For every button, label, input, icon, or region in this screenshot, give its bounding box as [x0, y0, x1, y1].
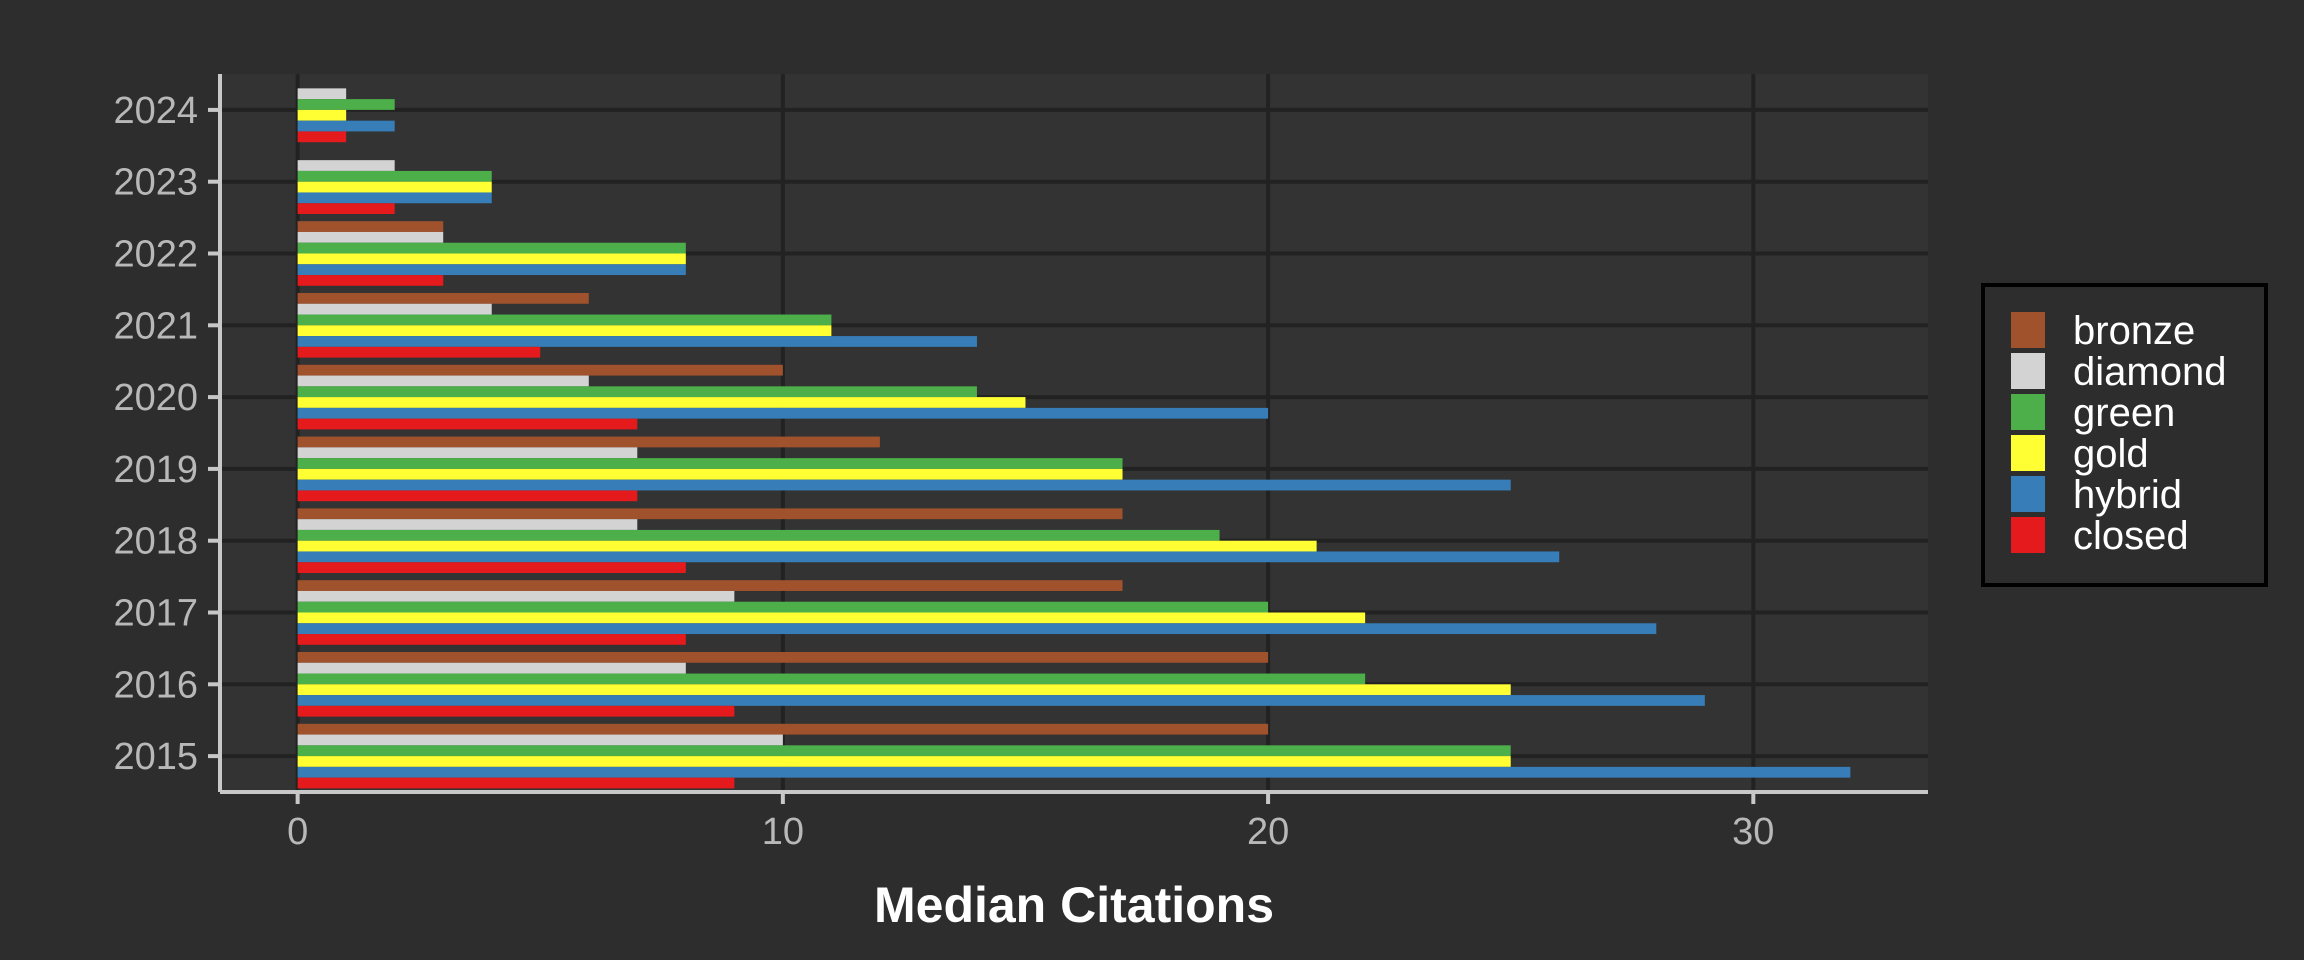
bar-hybrid-2021 [297, 336, 977, 347]
bar-gold-2022 [297, 253, 686, 265]
y-tick-label-2021: 2021 [113, 305, 198, 347]
bar-diamond-2015 [297, 734, 783, 746]
bar-green-2020 [297, 386, 977, 398]
x-tick-label-10: 10 [762, 811, 804, 853]
legend-label-green: green [2073, 391, 2175, 435]
bar-closed-2017 [297, 634, 686, 645]
y-tick-label-2019: 2019 [113, 449, 198, 491]
bar-closed-2024 [297, 131, 347, 143]
bar-gold-2019 [297, 468, 1123, 480]
bar-diamond-2021 [297, 303, 492, 315]
bar-hybrid-2015 [297, 766, 1851, 778]
bar-gold-2024 [297, 109, 347, 121]
bar-green-2022 [297, 242, 686, 254]
bar-gold-2020 [297, 397, 1026, 408]
bar-diamond-2016 [297, 662, 686, 674]
bar-green-2015 [297, 745, 1511, 757]
bar-bronze-2020 [297, 364, 783, 376]
bar-bronze-2015 [297, 723, 1269, 735]
bar-closed-2016 [297, 705, 735, 717]
bar-hybrid-2020 [297, 407, 1269, 419]
legend-label-diamond: diamond [2073, 350, 2226, 394]
bar-bronze-2021 [297, 292, 589, 304]
bar-closed-2018 [297, 562, 686, 574]
bar-hybrid-2016 [297, 695, 1705, 706]
bar-gold-2017 [297, 612, 1366, 624]
x-tick-label-20: 20 [1247, 811, 1289, 853]
y-tick-label-2024: 2024 [113, 90, 198, 132]
legend-label-gold: gold [2073, 432, 2149, 476]
bar-diamond-2019 [297, 447, 638, 459]
bar-closed-2019 [297, 490, 638, 502]
bar-hybrid-2023 [297, 192, 492, 204]
y-tick-label-2015: 2015 [113, 736, 198, 778]
y-tick-label-2023: 2023 [113, 162, 198, 204]
legend-label-closed: closed [2073, 514, 2189, 558]
legend-label-bronze: bronze [2073, 309, 2195, 353]
bar-bronze-2017 [297, 580, 1123, 591]
bar-hybrid-2022 [297, 264, 686, 276]
bar-bronze-2022 [297, 221, 444, 232]
legend-swatch-bronze [2011, 312, 2045, 348]
bar-green-2024 [297, 99, 395, 110]
bar-closed-2020 [297, 418, 638, 430]
bar-green-2021 [297, 314, 832, 326]
bar-closed-2021 [297, 346, 541, 358]
x-tick-label-30: 30 [1732, 811, 1774, 853]
bar-bronze-2019 [297, 436, 880, 448]
legend-swatch-diamond [2011, 353, 2045, 389]
bar-bronze-2018 [297, 508, 1123, 520]
bar-green-2017 [297, 601, 1269, 613]
y-tick-label-2018: 2018 [113, 521, 198, 563]
bar-green-2019 [297, 458, 1123, 469]
axes [208, 74, 1928, 804]
bar-bronze-2016 [297, 651, 1269, 663]
y-tick-label-2016: 2016 [113, 664, 198, 706]
bar-closed-2015 [297, 777, 735, 789]
bar-gold-2015 [297, 756, 1511, 767]
bar-closed-2023 [297, 203, 395, 215]
bar-diamond-2018 [297, 519, 638, 530]
bar-diamond-2017 [297, 590, 735, 602]
bar-green-2016 [297, 673, 1366, 685]
bar-diamond-2023 [297, 160, 395, 171]
bar-hybrid-2017 [297, 623, 1657, 635]
bar-gold-2016 [297, 684, 1511, 696]
bar-green-2023 [297, 170, 492, 182]
bar-diamond-2020 [297, 375, 589, 387]
legend-swatch-hybrid [2011, 476, 2045, 512]
tick-labels: 2015 2016 2017 2018 2019 2020 2021 2022 2023 2024… [113, 90, 1774, 853]
y-tick-label-2020: 2020 [113, 377, 198, 419]
y-tick-label-2017: 2017 [113, 593, 198, 635]
bars [297, 88, 1851, 789]
bar-diamond-2024 [297, 88, 347, 100]
bar-closed-2022 [297, 275, 444, 286]
legend-swatch-closed [2011, 517, 2045, 553]
legend-label-hybrid: hybrid [2073, 473, 2182, 517]
bar-hybrid-2024 [297, 120, 395, 132]
x-tick-label-0: 0 [287, 811, 308, 853]
legend-swatch-gold [2011, 435, 2045, 471]
bar-green-2018 [297, 529, 1220, 541]
bar-gold-2021 [297, 325, 832, 337]
bar-gold-2023 [297, 181, 492, 193]
legend-swatch-green [2011, 394, 2045, 430]
bar-gold-2018 [297, 540, 1317, 552]
x-axis-title: Median Citations [874, 877, 1274, 933]
bar-hybrid-2019 [297, 479, 1511, 491]
y-tick-label-2022: 2022 [113, 234, 198, 276]
bar-diamond-2022 [297, 231, 444, 243]
bar-hybrid-2018 [297, 551, 1560, 563]
